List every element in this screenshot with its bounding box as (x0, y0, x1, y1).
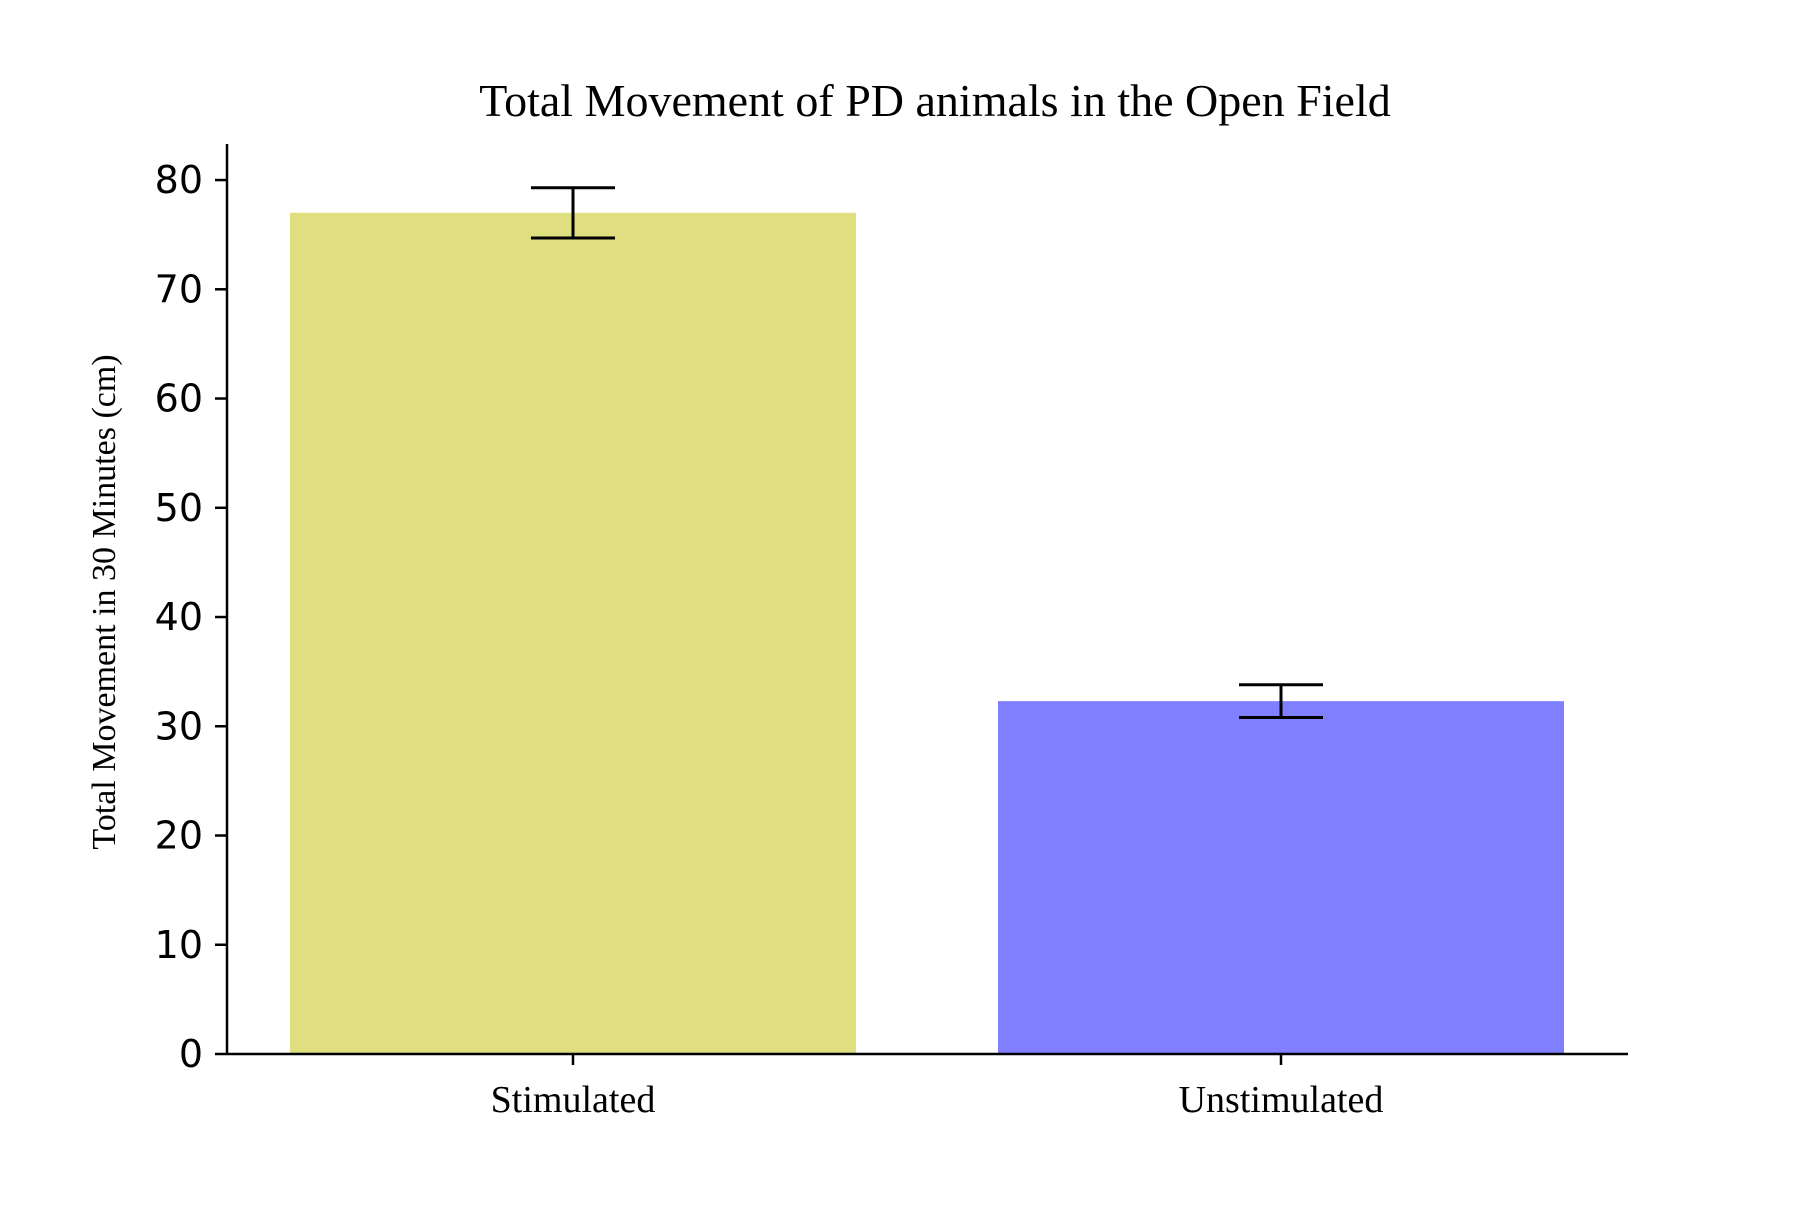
y-axis-ticks: 0 10 20 30 40 50 60 70 80 (155, 158, 227, 1076)
x-tick-label: Stimulated (491, 1079, 656, 1121)
chart-title: Total Movement of PD animals in the Open… (479, 75, 1391, 126)
y-tick-label: 60 (155, 377, 203, 421)
error-bars-group (531, 186, 1323, 720)
y-tick-label: 80 (155, 158, 203, 202)
y-tick-label: 20 (155, 814, 203, 858)
x-tick-label: Unstimulated (1179, 1079, 1384, 1121)
y-tick-label: 50 (155, 486, 203, 530)
y-axis-label: Total Movement in 30 Minutes (cm) (86, 354, 123, 849)
y-tick-label: 40 (155, 595, 203, 639)
bars-group (290, 212, 1564, 1054)
y-tick-label: 0 (179, 1032, 203, 1076)
bar-stimulated (290, 212, 856, 1054)
bar-unstimulated (998, 701, 1564, 1054)
y-tick-label: 70 (155, 267, 203, 311)
y-tick-label: 10 (155, 923, 203, 967)
x-axis-ticks: Stimulated Unstimulated (491, 1054, 1384, 1121)
y-tick-label: 30 (155, 704, 203, 748)
